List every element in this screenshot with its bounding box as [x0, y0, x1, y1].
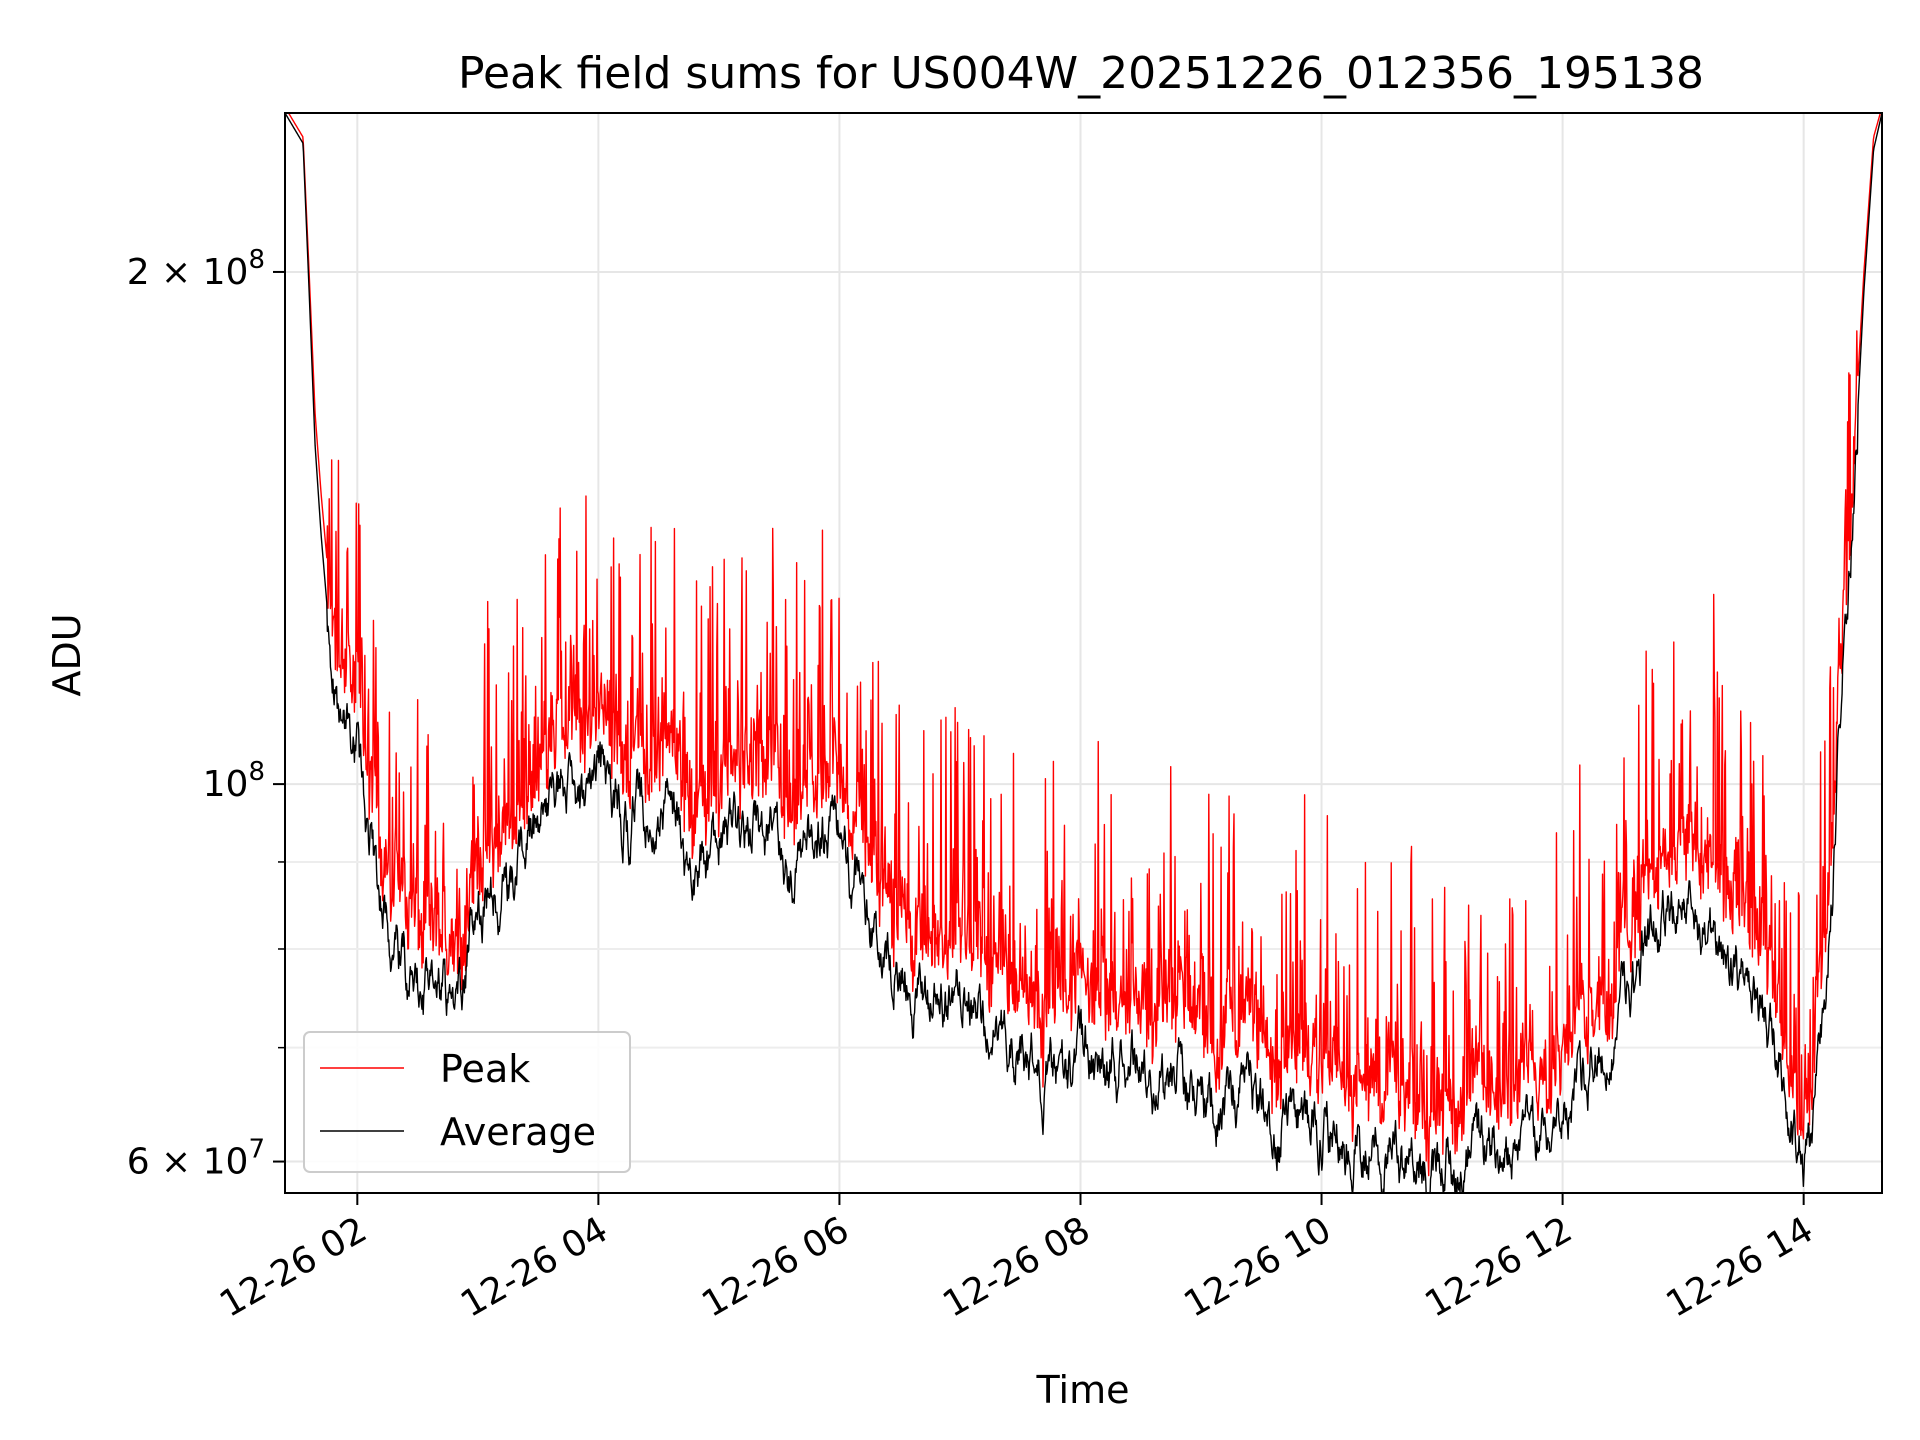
x-axis-label: Time	[1036, 1368, 1130, 1412]
peak-series-line	[287, 113, 1882, 1177]
chart-title: Peak field sums for US004W_20251226_0123…	[458, 48, 1704, 99]
series-layer	[285, 113, 1882, 1193]
plot-frame	[284, 112, 1883, 1194]
legend: Peak Average	[303, 1031, 631, 1173]
legend-average-label: Average	[440, 1110, 596, 1154]
average-series-line	[285, 113, 1882, 1193]
y-axis-label: ADU	[45, 613, 89, 696]
y-tick-label: 6 × 107	[127, 1135, 265, 1183]
legend-peak-label: Peak	[440, 1047, 530, 1091]
y-tick-label: 108	[203, 757, 265, 805]
y-axis: 6 × 107 108 2 × 108	[127, 245, 285, 1183]
legend-box	[303, 1031, 631, 1173]
y-tick-label: 2 × 108	[127, 245, 265, 293]
